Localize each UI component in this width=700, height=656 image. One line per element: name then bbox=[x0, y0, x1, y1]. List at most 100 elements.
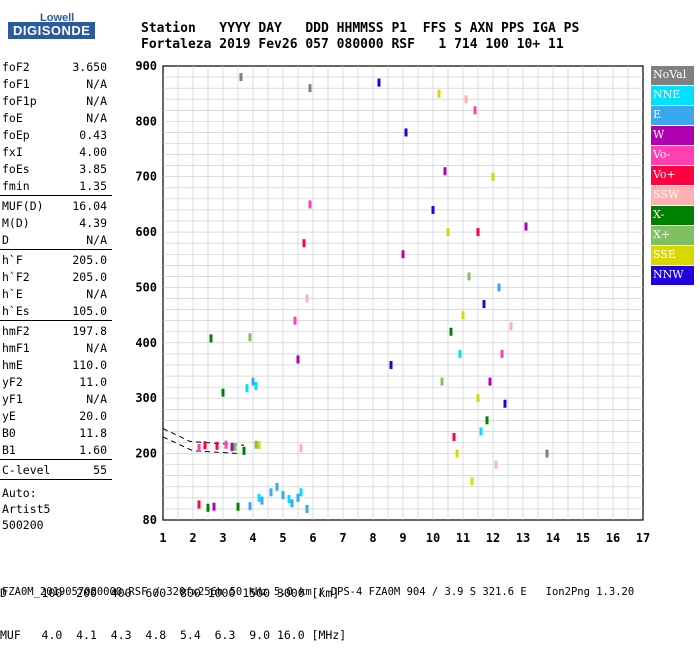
param-row: h`F2 205.0 bbox=[0, 268, 112, 285]
footer: D 100 200 400 600 800 1000 1500 3000 [km… bbox=[0, 558, 346, 656]
data-point-nne bbox=[257, 493, 261, 502]
param-row: h`Es 105.0 bbox=[0, 302, 112, 319]
legend-item: W bbox=[651, 126, 694, 145]
data-point-ssw bbox=[494, 460, 498, 469]
data-point-vo- bbox=[473, 106, 477, 115]
param-row: M(D) 4.39 bbox=[0, 214, 112, 231]
data-point-noval bbox=[308, 84, 312, 93]
param-row: fmin 1.35 bbox=[0, 177, 112, 194]
param-value: 110.0 bbox=[72, 358, 107, 372]
x-tick-label: 2 bbox=[189, 531, 196, 545]
param-label: B1 bbox=[2, 443, 16, 457]
trace-low bbox=[162, 436, 242, 455]
data-point-nne bbox=[458, 349, 462, 358]
data-point-nnw bbox=[389, 360, 393, 369]
param-label: hmF2 bbox=[2, 324, 30, 338]
param-label: D bbox=[2, 233, 9, 247]
param-separator bbox=[0, 249, 112, 250]
legend-item: SSE bbox=[651, 246, 694, 265]
param-value: 1.35 bbox=[79, 179, 107, 193]
param-row: foF1 N/A bbox=[0, 75, 112, 92]
param-value: N/A bbox=[86, 341, 107, 355]
param-label: yF2 bbox=[2, 375, 23, 389]
data-point-e bbox=[296, 493, 300, 502]
param-label: h`Es bbox=[2, 304, 30, 318]
data-point-w bbox=[296, 355, 300, 364]
y-tick-label: 800 bbox=[135, 114, 157, 128]
param-value: 16.04 bbox=[72, 199, 107, 213]
header-labels: Station YYYY DAY DDD HHMMSS P1 FFS S AXN… bbox=[141, 21, 580, 36]
legend-item: NoVal bbox=[651, 66, 694, 85]
param-value: 4.00 bbox=[79, 145, 107, 159]
x-tick-label: 11 bbox=[456, 531, 470, 545]
param-value: 4.39 bbox=[79, 216, 107, 230]
param-row: hmE 110.0 bbox=[0, 356, 112, 373]
param-row: D N/A bbox=[0, 231, 112, 248]
param-value: N/A bbox=[86, 392, 107, 406]
param-value: 3.85 bbox=[79, 162, 107, 176]
data-point-nnw bbox=[431, 205, 435, 214]
data-point-vo- bbox=[308, 200, 312, 209]
legend-item: NNW bbox=[651, 266, 694, 285]
param-label: h`F bbox=[2, 253, 23, 267]
logo-digisonde: DIGISONDE bbox=[8, 22, 96, 39]
data-point-x- bbox=[206, 503, 210, 512]
param-label: foF2 bbox=[2, 60, 30, 74]
x-tick-label: 15 bbox=[576, 531, 590, 545]
x-tick-label: 10 bbox=[426, 531, 440, 545]
param-label: hmF1 bbox=[2, 341, 30, 355]
data-point-ssw bbox=[464, 95, 468, 104]
param-label: B0 bbox=[2, 426, 16, 440]
x-tick-label: 13 bbox=[516, 531, 530, 545]
param-label: M(D) bbox=[2, 216, 30, 230]
data-point-ssw bbox=[509, 322, 513, 331]
param-value: 205.0 bbox=[72, 270, 107, 284]
data-point-e bbox=[497, 283, 501, 292]
ionogram-chart: 1 2 3 4 5 6 7 8 9 10 11 12 13 14 15 16 17802003004005006… bbox=[135, 59, 650, 545]
legend-item: NNE bbox=[651, 86, 694, 105]
param-value: 205.0 bbox=[72, 253, 107, 267]
data-point-e bbox=[281, 491, 285, 500]
data-point-vo+ bbox=[197, 500, 201, 509]
param-value: N/A bbox=[86, 111, 107, 125]
data-point-sse bbox=[455, 449, 459, 458]
x-tick-label: 14 bbox=[546, 531, 560, 545]
param-label: foE bbox=[2, 111, 23, 125]
data-point-w bbox=[401, 250, 405, 259]
param-row: yF1 N/A bbox=[0, 390, 112, 407]
param-row: foEs 3.85 bbox=[0, 160, 112, 177]
param-value: N/A bbox=[86, 77, 107, 91]
data-point-w bbox=[212, 502, 216, 511]
auto-info-line: 500200 bbox=[2, 518, 44, 532]
param-value: 55 bbox=[93, 463, 107, 477]
param-label: foEp bbox=[2, 128, 30, 142]
data-point-nne bbox=[254, 382, 258, 391]
param-separator bbox=[0, 479, 112, 480]
param-separator bbox=[0, 195, 112, 196]
param-row: fxI 4.00 bbox=[0, 143, 112, 160]
param-label: yF1 bbox=[2, 392, 23, 406]
data-point-vo+ bbox=[476, 228, 480, 237]
footer-distance-row: D 100 200 400 600 800 1000 1500 3000 [km… bbox=[0, 586, 340, 600]
param-row: h`E N/A bbox=[0, 285, 112, 302]
data-point-sse bbox=[257, 441, 261, 450]
data-point-noval bbox=[545, 449, 549, 458]
param-label: h`F2 bbox=[2, 270, 30, 284]
data-point-nnw bbox=[482, 300, 486, 309]
y-tick-label: 80 bbox=[143, 513, 157, 527]
param-label: foF1 bbox=[2, 77, 30, 91]
data-point-e bbox=[275, 482, 279, 491]
x-tick-label: 17 bbox=[636, 531, 650, 545]
data-point-nne bbox=[479, 427, 483, 436]
data-point-e bbox=[248, 502, 252, 511]
param-label: h`E bbox=[2, 287, 23, 301]
data-point-w bbox=[443, 167, 447, 176]
data-point-e bbox=[260, 496, 264, 505]
data-point-w bbox=[230, 442, 234, 451]
data-point-x+ bbox=[467, 272, 471, 281]
data-point-sse bbox=[476, 394, 480, 403]
y-tick-label: 600 bbox=[135, 225, 157, 239]
data-point-ssw bbox=[305, 294, 309, 303]
x-tick-label: 7 bbox=[339, 531, 346, 545]
param-label: foEs bbox=[2, 162, 30, 176]
